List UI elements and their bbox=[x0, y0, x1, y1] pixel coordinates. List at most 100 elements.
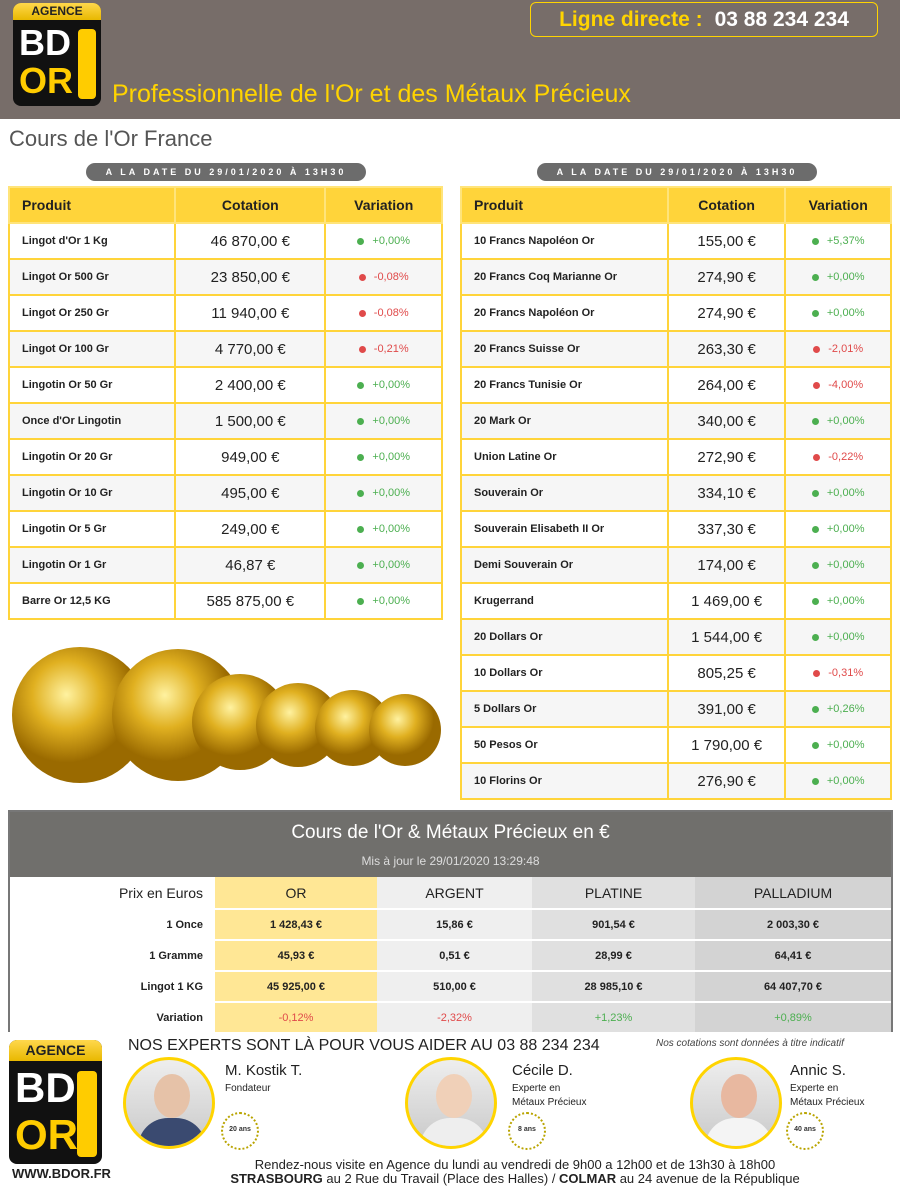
produit-cell: 20 Francs Coq Marianne Or bbox=[460, 258, 669, 296]
trend-dot-icon bbox=[811, 777, 819, 785]
trend-dot-icon bbox=[357, 381, 365, 389]
table-row: Lingotin Or 20 Gr 949,00 € +0,00% bbox=[7, 438, 443, 476]
metals-variation-row: Variation -0,12% -2,32% +1,23% +0,89% bbox=[10, 1002, 891, 1034]
date-pill-right: A LA DATE DU 29/01/2020 À 13H30 bbox=[537, 163, 817, 181]
metals-value: 28,99 € bbox=[532, 940, 695, 972]
table-row: 20 Francs Suisse Or 263,30 € -2,01% bbox=[460, 330, 892, 368]
metals-table: Prix en Euros OR ARGENT PLATINE PALLADIUM 1 O… bbox=[10, 877, 891, 1034]
trend-dot-icon bbox=[811, 741, 819, 749]
direct-line-phone[interactable]: 03 88 234 234 bbox=[714, 7, 849, 31]
table-row: Lingotin Or 50 Gr 2 400,00 € +0,00% bbox=[7, 366, 443, 404]
table-row: 50 Pesos Or 1 790,00 € +0,00% bbox=[460, 726, 892, 764]
table-row: Demi Souverain Or 174,00 € +0,00% bbox=[460, 546, 892, 584]
produit-cell: Union Latine Or bbox=[460, 438, 669, 476]
table-row: Lingotin Or 1 Gr 46,87 € +0,00% bbox=[7, 546, 443, 584]
produit-cell: Barre Or 12,5 KG bbox=[7, 582, 177, 620]
metals-value: 1 428,43 € bbox=[215, 909, 377, 941]
metals-value: 15,86 € bbox=[377, 909, 532, 941]
trend-dot-icon bbox=[813, 381, 821, 389]
variation-value: +0,00% bbox=[826, 307, 865, 319]
logo-or: OR bbox=[15, 1111, 78, 1158]
city-strasbourg: STRASBOURG bbox=[230, 1171, 323, 1186]
cotation-cell: 391,00 € bbox=[666, 690, 787, 728]
variation-cell: +0,00% bbox=[324, 402, 443, 440]
metals-updated: Mis à jour le 29/01/2020 13:29:48 bbox=[361, 854, 540, 868]
trend-dot-icon bbox=[357, 525, 365, 533]
cotation-cell: 46 870,00 € bbox=[174, 222, 327, 260]
variation-cell: -0,08% bbox=[324, 258, 443, 296]
trend-dot-icon bbox=[357, 453, 365, 461]
variation-value: +0,26% bbox=[826, 703, 865, 715]
trend-dot-icon bbox=[357, 489, 365, 497]
variation-value: +0,00% bbox=[826, 271, 865, 283]
address-strasbourg: au 2 Rue du Travail (Place des Halles) / bbox=[322, 1171, 560, 1186]
direct-line-label: Ligne directe : bbox=[559, 7, 703, 31]
produit-cell: Lingotin Or 50 Gr bbox=[7, 366, 177, 404]
direct-line[interactable]: Ligne directe : 03 88 234 234 bbox=[530, 2, 878, 37]
cotation-cell: 249,00 € bbox=[174, 510, 327, 548]
variation-cell: +0,00% bbox=[784, 762, 892, 800]
expert-name: Cécile D. bbox=[512, 1062, 573, 1079]
expert-name: Annic S. bbox=[790, 1062, 846, 1079]
variation-value: +0,00% bbox=[826, 559, 865, 571]
produit-cell: Souverain Elisabeth II Or bbox=[460, 510, 669, 548]
cotation-cell: 4 770,00 € bbox=[174, 330, 327, 368]
variation-cell: +0,00% bbox=[784, 582, 892, 620]
cotation-cell: 11 940,00 € bbox=[174, 294, 327, 332]
variation-value: +0,00% bbox=[372, 523, 411, 535]
expert-role: Fondateur bbox=[225, 1083, 271, 1094]
variation-cell: +0,26% bbox=[784, 690, 892, 728]
produit-cell: 5 Dollars Or bbox=[460, 690, 669, 728]
produit-cell: 50 Pesos Or bbox=[460, 726, 669, 764]
metals-header-cell: OR bbox=[215, 877, 377, 910]
metals-header-cell: PLATINE bbox=[532, 877, 695, 910]
table-row: 20 Francs Napoléon Or 274,90 € +0,00% bbox=[460, 294, 892, 332]
date-pill-left: A LA DATE DU 29/01/2020 À 13H30 bbox=[86, 163, 366, 181]
produit-cell: Lingot Or 250 Gr bbox=[7, 294, 177, 332]
expert-photo bbox=[690, 1057, 782, 1149]
table-row: Souverain Elisabeth II Or 337,30 € +0,00% bbox=[460, 510, 892, 548]
variation-cell: +0,00% bbox=[784, 474, 892, 512]
produit-cell: 10 Francs Napoléon Or bbox=[460, 222, 669, 260]
trend-dot-icon bbox=[813, 345, 821, 353]
variation-value: +0,00% bbox=[372, 235, 411, 247]
metals-value: 64 407,70 € bbox=[695, 971, 891, 1003]
metals-value: 2 003,30 € bbox=[695, 909, 891, 941]
variation-value: +0,00% bbox=[826, 415, 865, 427]
addresses: STRASBOURG au 2 Rue du Travail (Place de… bbox=[0, 1171, 900, 1186]
cotation-cell: 274,90 € bbox=[666, 294, 787, 332]
expert-photo bbox=[405, 1057, 497, 1149]
metals-header-cell: Prix en Euros bbox=[10, 877, 215, 910]
website-link[interactable]: WWW.BDOR.FR bbox=[12, 1166, 111, 1181]
logo-bd: BD bbox=[15, 1064, 76, 1111]
produit-cell: 20 Francs Napoléon Or bbox=[460, 294, 669, 332]
expert-role-2: Métaux Précieux bbox=[790, 1097, 865, 1108]
metals-header-cell: ARGENT bbox=[377, 877, 532, 910]
trend-dot-icon bbox=[813, 669, 821, 677]
variation-value: +0,00% bbox=[372, 487, 411, 499]
cotation-cell: 1 544,00 € bbox=[666, 618, 787, 656]
produit-cell: Lingot Or 500 Gr bbox=[7, 258, 177, 296]
metals-variation-value: +0,89% bbox=[695, 1002, 891, 1034]
disclaimer-note: Nos cotations sont données à titre indic… bbox=[656, 1038, 844, 1049]
bdor-logo[interactable]: AGENCE BD OR bbox=[13, 3, 101, 106]
metals-value: 901,54 € bbox=[532, 909, 695, 941]
cotation-cell: 155,00 € bbox=[666, 222, 787, 260]
produit-cell: 20 Francs Suisse Or bbox=[460, 330, 669, 368]
produit-cell: Lingotin Or 10 Gr bbox=[7, 474, 177, 512]
metals-value: 45,93 € bbox=[215, 940, 377, 972]
variation-value: +0,00% bbox=[372, 559, 411, 571]
variation-value: -0,21% bbox=[373, 343, 409, 355]
expert-role-2: Métaux Précieux bbox=[512, 1097, 587, 1108]
metals-variation-value: +1,23% bbox=[532, 1002, 695, 1034]
cotation-cell: 340,00 € bbox=[666, 402, 787, 440]
variation-cell: +0,00% bbox=[784, 402, 892, 440]
metals-header-row: Prix en Euros OR ARGENT PLATINE PALLADIUM bbox=[10, 877, 891, 910]
tagline: Professionnelle de l'Or et des Métaux Pr… bbox=[112, 80, 631, 108]
gold-coins-image bbox=[12, 647, 441, 783]
metals-value: 28 985,10 € bbox=[532, 971, 695, 1003]
produit-cell: 10 Dollars Or bbox=[460, 654, 669, 692]
bdor-logo-footer[interactable]: AGENCE BD OR bbox=[9, 1040, 102, 1164]
metals-row: 1 Once 1 428,43 €15,86 €901,54 €2 003,30 … bbox=[10, 909, 891, 941]
cotation-cell: 334,10 € bbox=[666, 474, 787, 512]
